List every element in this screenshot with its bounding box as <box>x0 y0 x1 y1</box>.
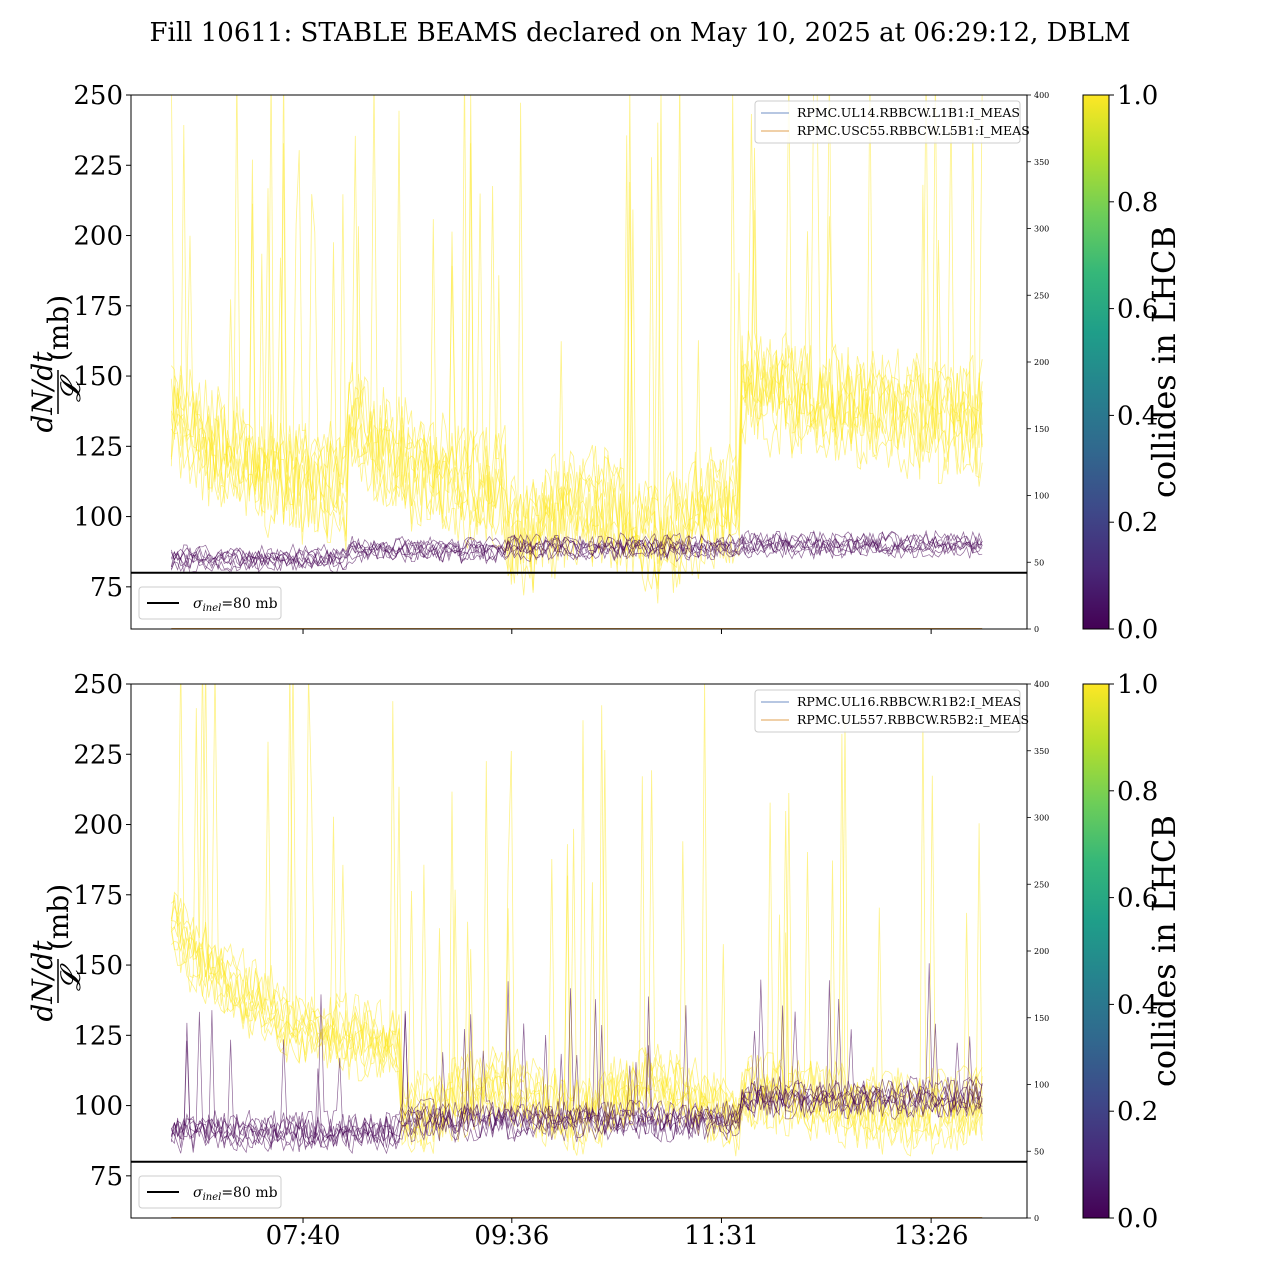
legend-box <box>138 1175 282 1209</box>
colorbar-tick-label: 0.2 <box>1117 508 1158 538</box>
y-tick-label: 250 <box>73 81 123 111</box>
y2-tick-label: 250 <box>1034 880 1049 889</box>
colorbar-tick-label: 1.0 <box>1117 81 1158 111</box>
non-colliding-trace <box>170 536 983 569</box>
legend-upper-right: RPMC.UL16.RBBCW.R1B2:I_MEAS RPMC.UL557.RB… <box>754 689 1029 733</box>
non-colliding-trace <box>170 963 983 1139</box>
y2-tick-label: 200 <box>1034 947 1049 956</box>
y2-tick-label: 150 <box>1034 1014 1049 1023</box>
y-tick-label: 225 <box>73 740 123 770</box>
y2-tick-label: 400 <box>1034 680 1049 689</box>
colliding-trace <box>170 720 983 1129</box>
y-label-unit: (mb) <box>42 295 75 361</box>
y2-tick-label: 200 <box>1034 358 1049 367</box>
legend-box <box>754 689 1021 733</box>
y2-tick-label: 300 <box>1034 225 1049 234</box>
y-label-numerator: dN/dt <box>26 351 59 433</box>
colliding-trace <box>170 770 983 1125</box>
trace-group <box>170 95 983 604</box>
legend-upper-right: RPMC.UL14.RBBCW.L1B1:I_MEAS RPMC.USC55.RB… <box>754 100 1030 144</box>
y2-tick-label: 50 <box>1034 1147 1044 1156</box>
colorbar-tick-label: 0.0 <box>1117 1204 1158 1234</box>
y-tick-label: 175 <box>73 881 123 911</box>
y-tick-label: 150 <box>73 951 123 981</box>
panel-bottom: 75 100 125 150 175 200 225 250 0 50 100 150 200 250 30… <box>26 670 1183 1251</box>
y-tick-label: 200 <box>73 811 123 841</box>
colorbar <box>1082 683 1110 1219</box>
y2-tick-label: 350 <box>1034 747 1049 756</box>
colliding-trace <box>171 761 983 1157</box>
colliding-trace <box>170 95 983 557</box>
colorbar-tick-label: 0.6 <box>1117 884 1158 914</box>
y2-tick-label: 0 <box>1034 625 1039 634</box>
colliding-trace <box>170 684 983 1138</box>
y-tick-label: 150 <box>73 362 123 392</box>
y-tick-label: 225 <box>73 151 123 181</box>
colliding-trace <box>170 157 983 590</box>
y-tick-label: 100 <box>73 1092 123 1122</box>
trace-group <box>170 684 983 1157</box>
non-colliding-trace <box>170 530 983 563</box>
x-tick-label: 11:31 <box>684 1221 759 1251</box>
colliding-trace <box>171 684 983 1132</box>
colorbar-label: collides in LHCB <box>1145 815 1183 1087</box>
figure-title: Fill 10611: STABLE BEAMS declared on May… <box>149 18 1131 48</box>
y2-tick-label: 150 <box>1034 425 1049 434</box>
legend-lower-left: σinel=80 mb <box>138 1175 282 1209</box>
y-tick-label: 175 <box>73 292 123 322</box>
colorbar-tick-label: 0.0 <box>1117 615 1158 645</box>
colliding-trace <box>170 684 983 1119</box>
panel-top: 75 100 125 150 175 200 225 250 0 50 100 150 200 250 30… <box>26 81 1183 645</box>
colorbar-tick-label: 0.4 <box>1117 401 1158 431</box>
colorbar <box>1082 94 1110 630</box>
y2-tick-label: 400 <box>1034 91 1049 100</box>
y-tick-label: 100 <box>73 503 123 533</box>
legend-entry: σinel=80 mb <box>193 1185 278 1203</box>
y2-tick-label: 100 <box>1034 1081 1049 1090</box>
y-tick-label: 125 <box>73 432 123 462</box>
y-label-numerator: dN/dt <box>26 940 59 1022</box>
x-tick-label: 07:40 <box>266 1221 341 1251</box>
y-tick-label: 75 <box>90 1162 123 1192</box>
y-tick-label: 250 <box>73 670 123 700</box>
x-tick-label: 13:26 <box>894 1221 969 1251</box>
y-label-unit: (mb) <box>42 884 75 950</box>
y2-tick-label: 100 <box>1034 492 1049 501</box>
y2-tick-label: 50 <box>1034 558 1044 567</box>
colorbar-tick-label: 1.0 <box>1117 670 1158 700</box>
colorbar-tick-label: 0.8 <box>1117 777 1158 807</box>
non-colliding-trace <box>170 1039 983 1148</box>
y2-tick-label: 350 <box>1034 158 1049 167</box>
x-tick-label: 09:36 <box>474 1221 549 1251</box>
non-colliding-trace <box>170 1013 983 1143</box>
colorbar-tick-label: 0.8 <box>1117 188 1158 218</box>
legend-box <box>754 100 1021 144</box>
y-tick-label: 75 <box>90 573 123 603</box>
legend-lower-left: σinel=80 mb <box>138 586 282 620</box>
non-colliding-trace <box>170 529 983 562</box>
y-tick-label: 125 <box>73 1021 123 1051</box>
colorbar-tick-label: 0.6 <box>1117 295 1158 325</box>
colorbar-tick-label: 0.4 <box>1117 990 1158 1020</box>
legend-entry: RPMC.UL14.RBBCW.L1B1:I_MEAS <box>797 105 1020 120</box>
legend-box <box>138 586 282 620</box>
non-colliding-trace <box>171 996 983 1145</box>
legend-entry: RPMC.UL557.RBBCW.R5B2:I_MEAS <box>797 712 1029 727</box>
colorbar-tick-label: 0.2 <box>1117 1097 1158 1127</box>
colliding-trace <box>170 95 983 576</box>
legend-entry: σinel=80 mb <box>193 596 278 614</box>
colorbar-label: collides in LHCB <box>1145 226 1183 498</box>
y2-tick-label: 250 <box>1034 291 1049 300</box>
y2-tick-label: 0 <box>1034 1214 1039 1223</box>
colliding-trace <box>170 95 983 544</box>
legend-entry: RPMC.USC55.RBBCW.L5B1:I_MEAS <box>797 123 1030 138</box>
y-tick-label: 200 <box>73 222 123 252</box>
non-colliding-trace <box>170 532 983 565</box>
legend-entry: RPMC.UL16.RBBCW.R1B2:I_MEAS <box>797 694 1021 709</box>
y2-tick-label: 300 <box>1034 814 1049 823</box>
colliding-trace <box>170 100 983 585</box>
